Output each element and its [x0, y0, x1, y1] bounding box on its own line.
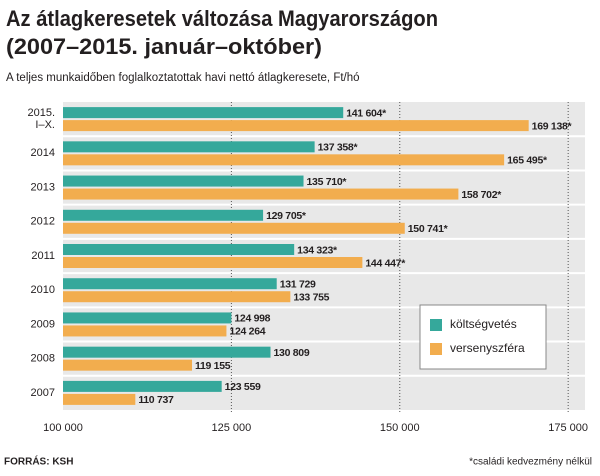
legend-swatch: [430, 343, 442, 355]
value-label: 123 559: [225, 381, 261, 393]
footnote: *családi kedvezmény nélkül: [469, 457, 592, 468]
bar: [63, 222, 405, 234]
y-tick-label: 2013: [31, 181, 55, 193]
bar: [63, 107, 344, 119]
bar: [63, 393, 136, 405]
bar: [63, 257, 363, 268]
y-tick-label: 2009: [31, 318, 55, 330]
y-tick-label: 2012: [31, 216, 55, 228]
y-tick-label: 2014: [31, 147, 55, 159]
value-label: 131 729: [280, 279, 316, 291]
x-tick-label: 100 000: [43, 422, 83, 434]
bar: [63, 209, 264, 221]
bar: [63, 291, 291, 303]
bar: [63, 141, 315, 153]
bar: [63, 244, 295, 255]
bar: [63, 325, 227, 337]
bar: [63, 359, 193, 371]
chart-subtitle: A teljes munkaidőben foglalkoztatottak h…: [6, 72, 360, 84]
value-label: 165 495*: [507, 155, 548, 167]
bar: [63, 154, 505, 166]
bar: [63, 120, 529, 132]
value-label: 158 702*: [461, 189, 502, 201]
y-tick-label: 2008: [31, 353, 55, 365]
value-label: 150 741*: [408, 223, 449, 235]
value-label: 130 809: [274, 347, 310, 359]
legend-label: költségvetés: [450, 317, 517, 331]
bar: [63, 380, 222, 392]
chart-subtitle-title: (2007–2015. január–október): [6, 34, 322, 59]
value-label: 135 710*: [307, 176, 348, 188]
value-label: 124 264: [229, 326, 265, 338]
chart-title: Az átlagkeresetek változása Magyarország…: [6, 6, 438, 31]
value-label: 141 604*: [346, 107, 387, 119]
legend-label: versenyszféra: [450, 341, 525, 355]
y-tick-label: 2011: [31, 250, 55, 262]
y-tick-label: 2010: [31, 284, 55, 296]
x-tick-label: 125 000: [212, 422, 252, 434]
legend-swatch: [430, 319, 442, 331]
y-tick-label: 2007: [31, 387, 55, 399]
value-label: 119 155: [195, 360, 231, 372]
x-tick-label: 175 000: [548, 422, 588, 434]
source: FORRÁS: KSH: [4, 455, 73, 468]
x-tick-label: 150 000: [380, 422, 420, 434]
bar: [63, 278, 277, 290]
bar: [63, 175, 304, 187]
bar: [63, 188, 459, 200]
value-label: 144 447*: [365, 257, 406, 269]
y-tick-label: 2015. I–X.: [27, 107, 55, 131]
value-label: 133 755: [293, 292, 329, 304]
value-label: 129 705*: [266, 210, 307, 222]
value-label: 169 138*: [532, 120, 573, 132]
bar: [63, 346, 271, 358]
legend-box: [419, 304, 547, 370]
value-label: 110 737: [138, 394, 174, 406]
value-label: 124 998: [234, 313, 270, 325]
bar: [63, 312, 232, 324]
value-label: 134 323*: [297, 244, 338, 256]
value-label: 137 358*: [318, 142, 359, 154]
